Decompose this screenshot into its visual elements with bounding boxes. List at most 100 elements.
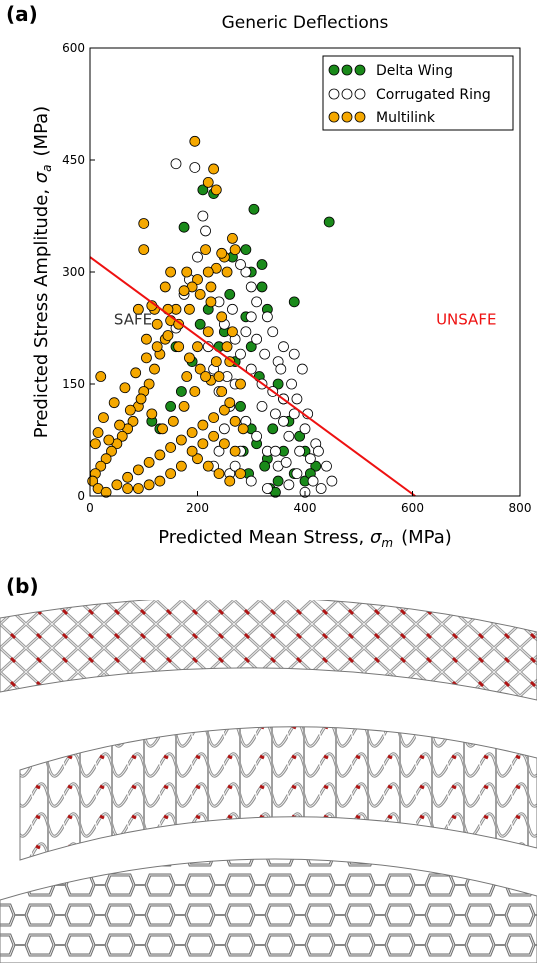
legend-label: Multilink [376, 110, 436, 126]
delta-wing-point [257, 260, 267, 270]
stent-renderings [0, 600, 537, 963]
multilink-point [230, 245, 240, 255]
corrugated-ring-point [279, 342, 289, 352]
multilink-point [187, 446, 197, 456]
multilink-point [139, 245, 149, 255]
multilink-point [141, 353, 151, 363]
multilink-point [227, 327, 237, 337]
multilink-point [155, 450, 165, 460]
multilink-point [115, 420, 125, 430]
multilink-point [144, 480, 154, 490]
multilink-point [195, 289, 205, 299]
corrugated-ring-point [246, 282, 256, 292]
multilink-point [141, 334, 151, 344]
x-tick-label: 800 [509, 501, 532, 515]
multilink-point [209, 164, 219, 174]
corrugated-ring-point [308, 476, 318, 486]
legend-label: Delta Wing [376, 63, 453, 79]
multilink-point [139, 218, 149, 228]
multilink-point [166, 267, 176, 277]
corrugated-ring-point [246, 312, 256, 322]
corrugated-ring-point [284, 431, 294, 441]
corrugated-ring-point [257, 401, 267, 411]
delta-wing-point [225, 289, 235, 299]
multilink-point [217, 386, 227, 396]
delta-wing-point [268, 424, 278, 434]
multilink-point [198, 420, 208, 430]
multilink-point [198, 439, 208, 449]
y-tick-label: 450 [62, 153, 85, 167]
corrugated-ring-point [252, 297, 262, 307]
corrugated-ring-point [292, 394, 302, 404]
corrugated-ring-point [171, 159, 181, 169]
multilink-point [206, 297, 216, 307]
y-axis-label-symbol: σ [31, 171, 52, 183]
legend-marker [355, 89, 365, 99]
delta-wing-point [241, 245, 251, 255]
multilink-point [225, 476, 235, 486]
delta-wing-point [236, 401, 246, 411]
x-tick-label: 400 [294, 501, 317, 515]
corrugated-ring-point [276, 364, 286, 374]
multilink-point [144, 457, 154, 467]
corrugated-ring-point [287, 379, 297, 389]
delta-wing-point [166, 401, 176, 411]
multilink-point [133, 484, 143, 494]
multilink-point [150, 364, 160, 374]
delta-wing-point [195, 319, 205, 329]
y-axis-label-sub: a [40, 164, 54, 171]
legend-marker [342, 112, 352, 122]
multilink-point [133, 465, 143, 475]
corrugated-ring-point [227, 304, 237, 314]
multilink-point [209, 431, 219, 441]
corrugated-ring-point [316, 484, 326, 494]
multilink-point [96, 372, 106, 382]
multilink-point [176, 435, 186, 445]
corrugated-ring-point [295, 446, 305, 456]
multilink-point [123, 484, 133, 494]
corrugated-ring-point [279, 416, 289, 426]
multilink-point [222, 267, 232, 277]
legend: Delta Wing Corrugated Ring Multilink [323, 56, 513, 130]
delta-wing-point [273, 476, 283, 486]
delta-wing-point [260, 461, 270, 471]
multilink-point [166, 469, 176, 479]
y-tick-label: 300 [62, 265, 85, 279]
multilink-point [104, 435, 114, 445]
multilink-point [225, 398, 235, 408]
scatter-chart: Generic Deflections 0 200 400 600 8000150300… [0, 0, 537, 560]
corrugated-ring-point [236, 349, 246, 359]
multilink-point [112, 480, 122, 490]
multilink-point [230, 416, 240, 426]
multilink-point [98, 413, 108, 423]
multilink-point [136, 394, 146, 404]
multilink-point [166, 442, 176, 452]
multilink-point [120, 383, 130, 393]
multilink-point [182, 267, 192, 277]
corrugated-ring-point [262, 312, 272, 322]
legend-marker [355, 112, 365, 122]
corrugated-ring-point [313, 446, 323, 456]
corrugated-ring-point [219, 424, 229, 434]
corrugated-ring-point [260, 349, 270, 359]
multilink-point [214, 372, 224, 382]
multilink-point [236, 379, 246, 389]
corrugated-ring-point [300, 424, 310, 434]
y-tick-label: 0 [77, 489, 85, 503]
multilink-point [184, 304, 194, 314]
multilink-point [230, 446, 240, 456]
delta-wing-point [257, 282, 267, 292]
multilink-point [176, 461, 186, 471]
unsafe-annotation: UNSAFE [436, 310, 496, 328]
corrugated-ring-point [190, 162, 200, 172]
multilink-point [179, 286, 189, 296]
multilink-point [160, 282, 170, 292]
corrugated-ring-point [246, 476, 256, 486]
y-axis-label-unit: (MPa) [31, 106, 52, 157]
x-axis-label: Predicted Mean Stress, σm (MPa) [158, 527, 452, 550]
x-tick-label: 0 [86, 501, 94, 515]
x-tick-label: 200 [186, 501, 209, 515]
multilink-point [163, 330, 173, 340]
legend-label: Corrugated Ring [376, 87, 491, 103]
corrugated-ring-point [252, 431, 262, 441]
